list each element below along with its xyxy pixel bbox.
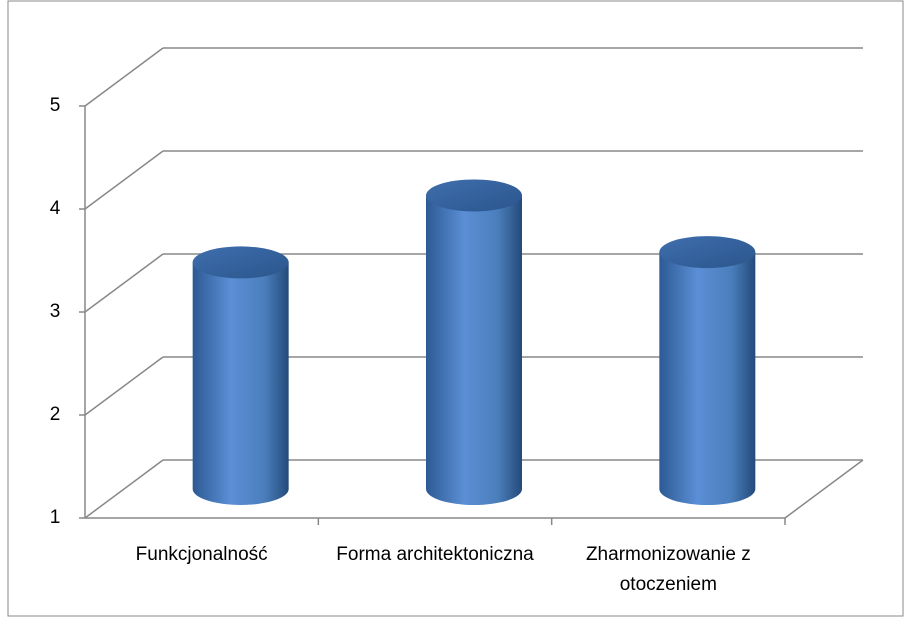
x-tick-label: Forma architektoniczna <box>336 544 534 565</box>
cylinder-body <box>426 195 522 505</box>
y-tick-label: 1 <box>50 507 61 528</box>
x-tick-label: Funkcjonalność <box>135 544 268 565</box>
grid-line <box>84 47 164 107</box>
cylinder-top <box>192 246 289 279</box>
cylinder-body <box>659 252 756 505</box>
cylinder-top <box>659 236 756 269</box>
chart-border <box>7 0 904 617</box>
y-tick-label: 3 <box>50 301 61 322</box>
grid-line <box>84 356 164 416</box>
grid-line <box>84 253 164 313</box>
grid-line <box>84 459 164 519</box>
floor-edge <box>784 459 864 519</box>
cylinder-top <box>426 179 522 212</box>
y-tick-label: 4 <box>50 198 61 219</box>
y-tick-label: 2 <box>50 404 61 425</box>
y-tick-label: 5 <box>50 95 61 116</box>
grid-line <box>84 150 164 210</box>
x-tick-label: Zharmonizowanie z otoczeniem <box>585 544 751 595</box>
cylinder-body <box>192 262 289 505</box>
